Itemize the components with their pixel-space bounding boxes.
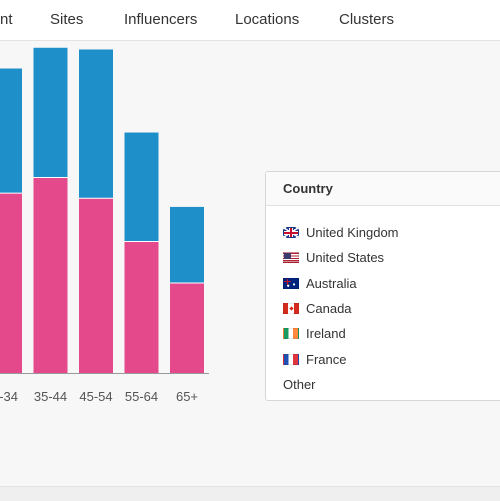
footer-strip (0, 486, 500, 501)
legend-item-canada[interactable]: Canada (283, 296, 399, 321)
tab-influencers[interactable]: Influencers (124, 11, 198, 28)
bar-55-64-series-2[interactable] (124, 132, 159, 242)
legend-item-label: United States (306, 250, 385, 266)
country-legend-panel: Country United Kingdom United States Aus… (265, 171, 500, 401)
bar-35-44-series-1[interactable] (33, 177, 68, 373)
x-tick-label-35-44: 35-44 (34, 389, 67, 404)
tab-clusters[interactable]: Clusters (339, 11, 395, 28)
au-flag-icon (283, 277, 299, 289)
legend-item-label: United Kingdom (306, 225, 399, 241)
bar-55-64-series-1[interactable] (124, 241, 159, 373)
legend-item-france[interactable]: France (283, 346, 399, 371)
x-tick-label-55-64: 55-64 (125, 389, 158, 404)
bar-45-54-series-1[interactable] (79, 198, 113, 373)
bar-35-44-series-2[interactable] (33, 47, 68, 178)
x-tick-label-65+: 65+ (176, 389, 198, 404)
ca-flag-icon (283, 303, 299, 315)
legend-item-united-kingdom[interactable]: United Kingdom (283, 220, 399, 245)
tab-locations[interactable]: Locations (235, 11, 300, 28)
legend-title: Country (283, 181, 333, 196)
legend-item-other[interactable]: Other (283, 372, 399, 397)
x-tick-label-25-34: 5-34 (0, 389, 18, 404)
bar-65+-series-1[interactable] (170, 283, 204, 373)
legend-item-label: Other (283, 376, 316, 392)
bar-45-54-series-2[interactable] (79, 49, 113, 199)
uk-flag-icon (283, 227, 299, 239)
tab-sentiment[interactable]: nt (0, 11, 13, 28)
bar-65+-series-2[interactable] (170, 206, 204, 284)
fr-flag-icon (283, 353, 299, 365)
legend-item-label: Canada (306, 301, 352, 317)
legend-list: United Kingdom United States Australia C… (283, 220, 399, 397)
top-nav: nt Sites Influencers Locations Clusters (0, 0, 500, 41)
us-flag-icon (283, 252, 299, 264)
legend-item-label: Ireland (306, 326, 346, 342)
ie-flag-icon (283, 328, 299, 340)
legend-item-australia[interactable]: Australia (283, 271, 399, 296)
bar-25-34-series-2[interactable] (0, 68, 22, 194)
legend-item-united-states[interactable]: United States (283, 245, 399, 270)
legend-item-label: Australia (306, 275, 357, 291)
bar-25-34-series-1[interactable] (0, 193, 22, 373)
x-tick-label-45-54: 45-54 (79, 389, 112, 404)
legend-item-ireland[interactable]: Ireland (283, 321, 399, 346)
legend-item-label: France (306, 351, 347, 367)
tab-sites[interactable]: Sites (50, 11, 84, 28)
legend-header: Country (266, 172, 500, 206)
